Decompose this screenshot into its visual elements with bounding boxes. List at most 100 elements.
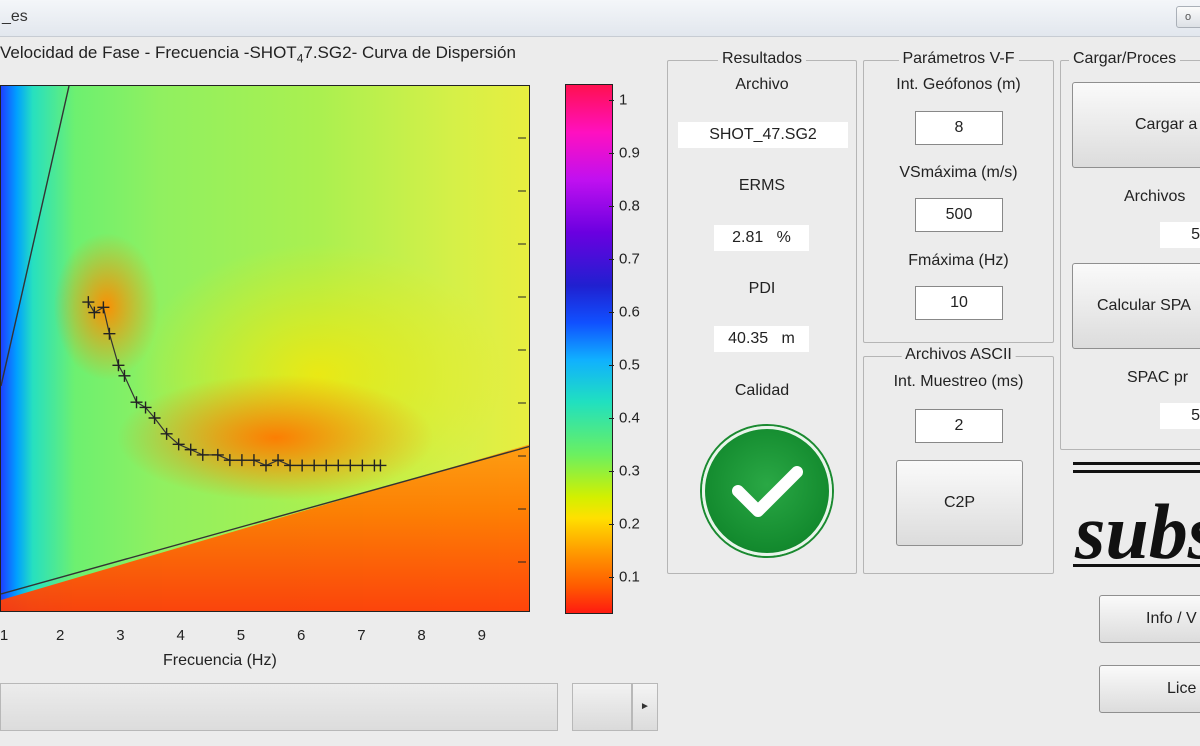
colorbar-tick	[609, 152, 614, 154]
plot-title-post: 7.SG2- Curva de Dispersión	[303, 43, 516, 62]
muestreo-label: Int. Muestreo (ms)	[893, 373, 1024, 390]
resultados-panel: Resultados	[667, 50, 857, 574]
pdi-label: PDI	[748, 280, 776, 297]
archivos-label: Archivos	[1124, 188, 1186, 205]
pick-marker	[88, 306, 101, 319]
pick-marker	[118, 369, 131, 382]
pick-marker	[130, 396, 143, 409]
pdi-value: 40.35 m	[714, 326, 809, 352]
colorbar-tick	[609, 523, 614, 525]
pick-marker	[172, 438, 185, 451]
pick-marker	[284, 459, 297, 472]
pick-marker	[260, 459, 272, 472]
colorbar	[565, 84, 613, 614]
colorbar-tick-label: 0.4	[619, 409, 640, 427]
pick-marker	[344, 459, 357, 472]
check-icon	[732, 466, 803, 517]
pick-marker	[184, 443, 197, 456]
pick-marker	[211, 448, 224, 461]
colorbar-tick	[609, 205, 614, 207]
horizontal-scrollbar-thumb[interactable]	[572, 683, 632, 731]
colorbar-tick	[609, 576, 614, 578]
x-axis-label: Frecuencia (Hz)	[163, 652, 277, 669]
low-velocity-region	[1, 444, 529, 611]
pick-marker	[196, 448, 209, 461]
erms-value: 2.81 %	[714, 225, 809, 251]
x-tick-label: 9	[477, 627, 486, 644]
plot-right-ticks	[518, 137, 526, 563]
plot-title: Velocidad de Fase - Frecuencia -SHOT47.S…	[0, 43, 516, 65]
geofonos-label: Int. Geófonos (m)	[896, 76, 1021, 93]
dispersion-plot[interactable]	[0, 85, 530, 612]
muestreo-input[interactable]: 2	[915, 409, 1003, 443]
pick-marker	[223, 454, 236, 467]
pick-marker	[235, 454, 248, 467]
spac-label: SPAC pr	[1127, 369, 1189, 386]
plot-title-sub: 4	[296, 51, 304, 66]
colorbar-tick-label: 1	[619, 91, 628, 109]
scroll-right-arrow-icon[interactable]: ►	[632, 683, 658, 731]
geofonos-input[interactable]: 8	[915, 111, 1003, 145]
pick-marker	[272, 454, 285, 467]
cargar-panel: Cargar/Proces	[1060, 50, 1200, 450]
pick-marker	[332, 459, 345, 472]
pick-marker	[247, 454, 260, 467]
colorbar-tick-label: 0.1	[619, 568, 640, 586]
ascii-panel: Archivos ASCII	[863, 346, 1054, 574]
pick-marker	[160, 427, 173, 440]
logo-bars	[1073, 462, 1200, 478]
x-tick-label: 2	[56, 627, 65, 644]
calcular-spac-button[interactable]: Calcular SPA	[1072, 263, 1200, 349]
fmax-input[interactable]: 10	[915, 286, 1003, 320]
pick-marker	[374, 459, 387, 472]
licencia-button[interactable]: Lice	[1099, 665, 1200, 713]
info-button[interactable]: Info / V	[1099, 595, 1200, 643]
dispersion-curve-line	[87, 301, 381, 467]
parametros-legend: Parámetros V-F	[898, 50, 1019, 68]
fmax-label: Fmáxima (Hz)	[908, 252, 1009, 269]
pick-marker	[112, 359, 125, 372]
plot-overlay	[1, 86, 529, 611]
ascii-legend: Archivos ASCII	[901, 346, 1016, 364]
logo-text: subsu	[1074, 488, 1200, 570]
erms-label: ERMS	[738, 177, 786, 194]
pick-marker	[82, 296, 95, 309]
colorbar-tick	[609, 99, 614, 101]
colorbar-tick	[609, 470, 614, 472]
colorbar-tick	[609, 417, 614, 419]
x-tick-label: 7	[357, 627, 366, 644]
colorbar-tick-label: 0.6	[619, 303, 640, 321]
colorbar-tick-label: 0.7	[619, 250, 640, 268]
colorbar-tick-label: 0.3	[619, 462, 640, 480]
colorbar-tick-label: 0.2	[619, 515, 640, 533]
aliasing-line-bottom	[1, 445, 529, 595]
archivo-value: SHOT_47.SG2	[678, 122, 848, 148]
aliasing-line-left	[1, 86, 70, 387]
x-tick-label: 1	[0, 627, 9, 644]
colorbar-tick	[609, 364, 614, 366]
pick-marker	[296, 459, 309, 472]
dispersion-curve	[82, 296, 387, 472]
pick-marker	[97, 301, 110, 314]
x-tick-label: 4	[176, 627, 185, 644]
archivos-value: 5	[1160, 222, 1200, 248]
plot-title-pre: Velocidad de Fase - Frecuencia -SHOT	[0, 43, 297, 62]
horizontal-scrollbar-track[interactable]	[0, 683, 558, 731]
window-control-button[interactable]: o	[1176, 6, 1200, 28]
colorbar-tick	[609, 258, 614, 260]
window-title: _es	[2, 8, 28, 25]
x-tick-label: 3	[116, 627, 125, 644]
pick-marker	[356, 459, 369, 472]
c2p-button[interactable]: C2P	[896, 460, 1023, 546]
pick-marker	[103, 327, 116, 340]
pick-marker	[148, 412, 161, 425]
vsmax-input[interactable]: 500	[915, 198, 1003, 232]
pick-marker	[308, 459, 321, 472]
archivo-label: Archivo	[735, 76, 789, 93]
colorbar-tick-label: 0.5	[619, 356, 640, 374]
parametros-panel: Parámetros V-F	[863, 50, 1054, 343]
pick-marker	[320, 459, 333, 472]
cargar-button[interactable]: Cargar a	[1072, 82, 1200, 168]
cargar-legend: Cargar/Proces	[1069, 50, 1181, 68]
quality-indicator	[702, 426, 832, 556]
